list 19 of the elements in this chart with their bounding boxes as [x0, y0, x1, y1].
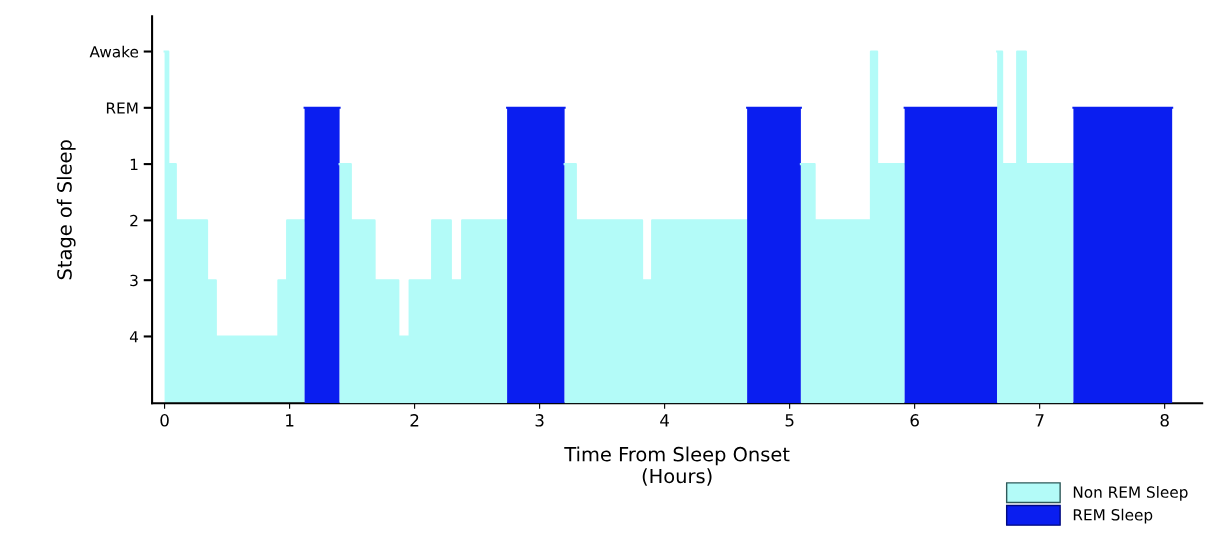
- x-tick-label: 1: [286, 414, 294, 427]
- text: 2: [130, 214, 138, 227]
- legend-label: REM Sleep: [1073, 508, 1153, 524]
- x-tick-label: 7: [1035, 414, 1044, 427]
- text: 1: [130, 158, 138, 170]
- text: REM: [106, 102, 138, 114]
- text: 4: [129, 331, 139, 343]
- text: 3: [130, 274, 138, 287]
- text: Awake: [89, 45, 139, 58]
- x-tick-label: 5: [785, 414, 794, 427]
- x-tick-label: 2: [410, 414, 419, 427]
- x-tick-label: 3: [535, 414, 544, 427]
- y-axis-title: Stage of Sleep: [56, 140, 76, 280]
- x-tick-label: 0: [160, 414, 169, 427]
- x-tick-label: 4: [660, 414, 669, 427]
- x-tick-label: 8: [1160, 414, 1169, 427]
- x-axis-title: Time From Sleep Onset (Hours): [564, 446, 790, 486]
- x-tick-label: 6: [910, 414, 919, 427]
- legend-label: Non REM Sleep: [1073, 486, 1188, 501]
